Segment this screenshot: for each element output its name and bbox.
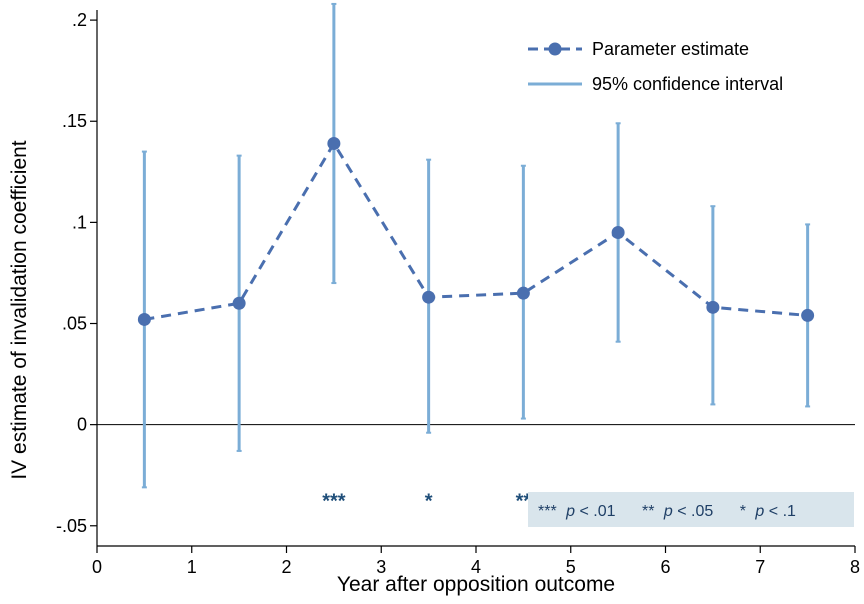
legend-ci-label: 95% confidence interval <box>592 74 783 94</box>
note-p-2: p <box>663 503 673 520</box>
significance-label: * <box>425 490 433 512</box>
estimate-line <box>144 140 808 321</box>
significance-note: *** p < .01 ** p < .05 * p < .1 <box>528 492 854 527</box>
note-p-3: p <box>754 503 764 520</box>
x-tick-label: 4 <box>471 557 481 577</box>
estimate-point <box>706 300 720 314</box>
y-tick-label: -.05 <box>56 516 87 536</box>
note-threshold-1: < .01 <box>580 503 616 520</box>
y-tick-label: .2 <box>72 10 87 30</box>
x-tick-label: 5 <box>566 557 576 577</box>
x-tick-label: 8 <box>850 557 860 577</box>
estimate-point <box>516 286 530 300</box>
legend-estimate-marker <box>548 42 562 56</box>
axes: -.05 0 .05 .1 .15 .2 0 1 2 3 4 5 6 7 8 <box>56 10 860 577</box>
significance-label: *** <box>322 490 346 512</box>
y-tick-label: 0 <box>77 415 87 435</box>
estimate-point <box>611 225 625 239</box>
estimate-point <box>232 296 246 310</box>
note-threshold-2: < .05 <box>677 503 713 520</box>
y-axis-title: IV estimate of invalidation coefficient <box>8 140 31 479</box>
estimate-series <box>137 136 815 326</box>
legend: Parameter estimate 95% confidence interv… <box>528 39 783 94</box>
y-tick-label: .05 <box>62 314 87 334</box>
x-tick-label: 2 <box>281 557 291 577</box>
significance-label: ** <box>516 490 532 512</box>
x-tick-label: 1 <box>187 557 197 577</box>
estimate-point <box>327 136 341 150</box>
legend-estimate-label: Parameter estimate <box>592 39 749 59</box>
y-tick-label: .15 <box>62 111 87 131</box>
note-p-1: p <box>565 503 575 520</box>
x-axis-title: Year after opposition outcome <box>337 573 615 596</box>
x-tick-label: 6 <box>660 557 670 577</box>
note-text: *** p < .01 ** p < .05 * p < .1 <box>538 503 796 520</box>
note-background <box>528 492 854 527</box>
note-stars-1: *** <box>538 503 557 520</box>
note-stars-2: ** <box>642 503 654 520</box>
note-threshold-3: < .1 <box>769 503 796 520</box>
note-stars-3: * <box>740 503 746 520</box>
x-tick-label: 0 <box>92 557 102 577</box>
x-tick-label: 7 <box>755 557 765 577</box>
estimate-point <box>801 308 815 322</box>
estimate-point <box>422 290 436 304</box>
estimate-point <box>137 312 151 326</box>
y-tick-label: .1 <box>72 212 87 232</box>
x-tick-label: 3 <box>376 557 386 577</box>
